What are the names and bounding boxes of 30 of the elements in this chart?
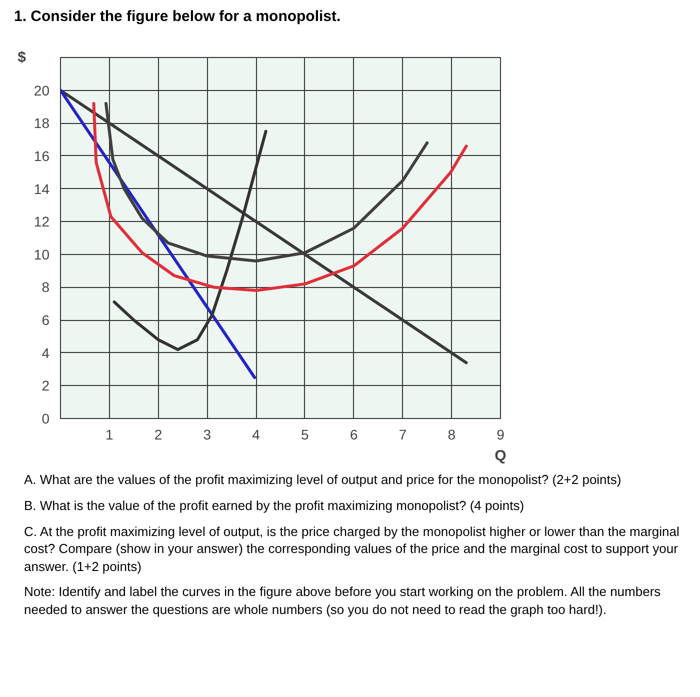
y-tick-label: 6 bbox=[42, 312, 50, 328]
x-tick-label: 2 bbox=[154, 426, 162, 443]
line-series bbox=[112, 130, 268, 352]
y-tick-label: 10 bbox=[34, 246, 50, 263]
text: B. What is the value of the profit earned by the profit maximizing monopolist? (4 points) bbox=[24, 496, 526, 515]
text: C. At the profit maximizing level of output, is the price charged by the monopolist higher or lower than the marginal cost? Compare (show in your answer) the corresponding values of the price and the marginal cost to support your answer. (1+2 points) bbox=[24, 522, 680, 576]
y-tick-label: 0 bbox=[42, 410, 50, 427]
x-tick-label: 6 bbox=[350, 426, 358, 443]
line-series bbox=[104, 102, 429, 263]
y-axis-title: $ bbox=[18, 49, 27, 66]
text: A. What are the values of the profit maximizing level of output and price for the monopolist? (2+2 points) bbox=[24, 471, 622, 489]
y-tick-label: 8 bbox=[42, 280, 50, 296]
text: Note: Identify and label the curves in the figure above before you start working on the problem. All the numbers needed to answer the questions are whole numbers (so you do not need to read the graph too hard!). bbox=[24, 583, 662, 618]
y-tick-label: 20 bbox=[34, 82, 50, 99]
y-tick-label: 4 bbox=[42, 345, 50, 362]
x-tick-label: 5 bbox=[301, 426, 310, 443]
y-tick-label: 18 bbox=[34, 116, 50, 132]
x-tick-label: 8 bbox=[448, 426, 456, 443]
x-axis-title: Q bbox=[494, 448, 507, 465]
x-tick-label: 7 bbox=[398, 426, 407, 443]
x-tick-label: 9 bbox=[496, 426, 505, 443]
x-tick-label: 1 bbox=[105, 426, 114, 443]
y-tick-label: 2 bbox=[42, 378, 50, 394]
x-tick-label: 3 bbox=[203, 426, 212, 443]
x-tick-label: 4 bbox=[252, 426, 260, 443]
y-tick-label: 14 bbox=[34, 181, 50, 198]
y-tick-label: 12 bbox=[34, 214, 50, 230]
chart-title: 1. Consider the figure below for a monopolist. bbox=[14, 8, 341, 25]
y-tick-label: 16 bbox=[34, 148, 50, 164]
line-series bbox=[92, 102, 468, 292]
